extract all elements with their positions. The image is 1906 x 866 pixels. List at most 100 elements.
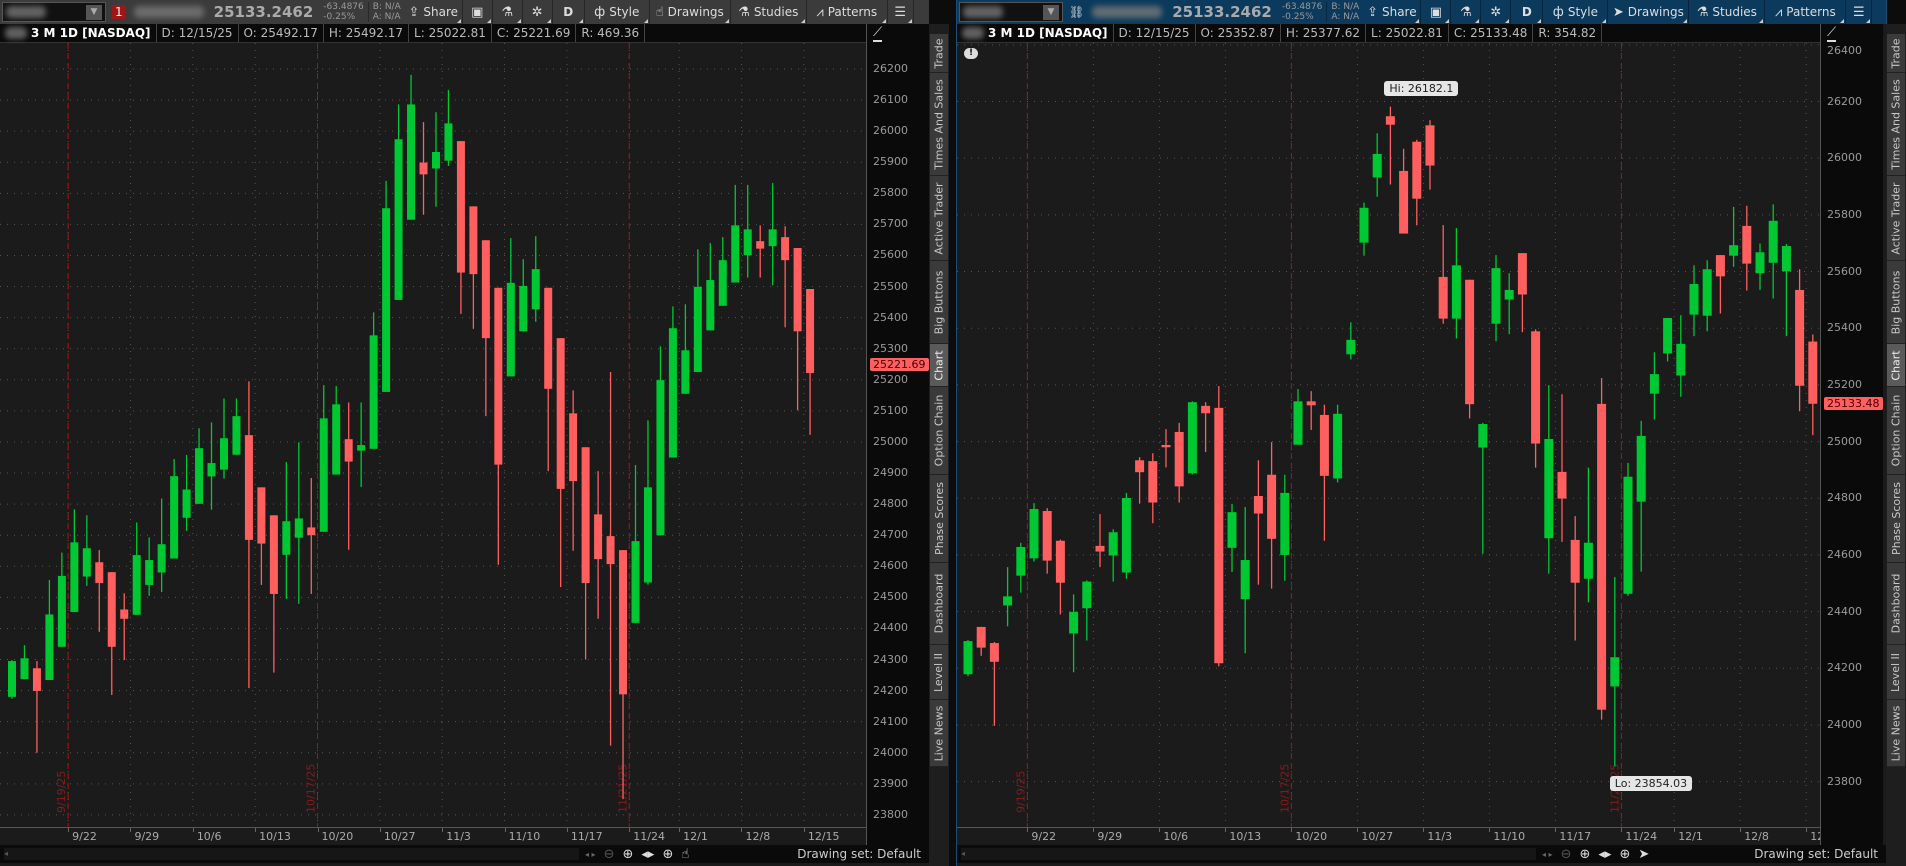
drawings-button[interactable]: ➤ Drawings [1608,0,1690,24]
drawing-set-selector[interactable]: Drawing set: Default [1754,847,1878,861]
sidebar-tab-option-chain[interactable]: Option Chain [1887,387,1905,475]
flask-button[interactable]: ⚗ [493,0,523,24]
candle[interactable] [456,141,465,314]
crosshair-icon[interactable]: ⊕ [662,846,674,862]
candle[interactable] [45,579,54,681]
studies-button[interactable]: ⚗ Studies [1689,0,1766,24]
zoom-out-icon[interactable]: ⊖ [603,846,615,862]
notes-button[interactable]: ▣ [1421,0,1452,24]
candle[interactable] [989,641,999,726]
price-chart[interactable]: 9/19/2510/17/2511/21/25 [0,43,866,827]
candle[interactable] [1069,594,1079,673]
candle[interactable] [1742,205,1752,291]
candle[interactable] [606,372,615,746]
candle[interactable] [1095,514,1105,568]
candle[interactable] [1135,457,1145,504]
candle[interactable] [706,243,715,331]
candle[interactable] [1214,386,1224,667]
candle[interactable] [282,462,291,599]
candle[interactable] [357,402,366,488]
candle[interactable] [531,236,540,322]
candle[interactable] [963,639,973,677]
candle[interactable] [1702,260,1712,332]
candle[interactable] [681,304,690,394]
studies-button[interactable]: ⚗ Studies [731,0,807,24]
crosshair-icon[interactable]: ⊕ [1619,846,1631,862]
candle[interactable] [718,237,727,306]
candle[interactable] [1570,516,1580,641]
candle[interactable] [469,206,478,329]
chart-title[interactable]: 3 M 1D [NASDAQ] [957,24,1114,42]
candle[interactable] [145,537,154,596]
candle[interactable] [1781,244,1791,337]
candle[interactable] [1280,474,1290,581]
candle[interactable] [1240,507,1250,654]
candle[interactable] [1649,352,1659,420]
candle[interactable] [1412,139,1422,226]
candle[interactable] [494,287,503,565]
style-button[interactable]: ф Style [1543,0,1609,24]
candle[interactable] [1121,492,1131,579]
hand-pointer-icon[interactable]: ☝ [681,846,690,862]
candle[interactable] [1597,378,1607,720]
sidebar-tab-chart[interactable]: Chart [1887,344,1905,387]
sidebar-tab-times-and-sales[interactable]: Times And Sales [930,73,948,176]
candle[interactable] [581,447,590,660]
candle[interactable] [319,385,328,532]
sidebar-tab-big-buttons[interactable]: Big Buttons [930,261,948,344]
zoom-out-icon[interactable]: ⊖ [1560,846,1572,862]
candle[interactable] [569,390,578,551]
candle[interactable] [1478,422,1488,554]
drawing-set-selector[interactable]: Drawing set: Default [797,847,921,861]
candle[interactable] [481,240,490,417]
candle[interactable] [1385,106,1395,185]
candle[interactable] [1610,577,1620,767]
sidebar-tab-chart[interactable]: Chart [930,344,948,387]
candle[interactable] [107,572,116,695]
candle[interactable] [631,464,640,623]
candle[interactable] [1795,269,1805,412]
candle[interactable] [382,180,391,392]
candle[interactable] [506,238,515,377]
sidebar-tab-active-trader[interactable]: Active Trader [930,176,948,261]
candle[interactable] [1293,389,1303,445]
arrow-pointer-icon[interactable]: ➤ [1638,846,1650,862]
candle[interactable] [1082,580,1092,641]
candle[interactable] [1174,422,1184,503]
candle[interactable] [182,455,191,531]
candle[interactable] [731,184,740,283]
candle[interactable] [643,420,652,585]
candle[interactable] [1689,265,1699,337]
candle[interactable] [294,442,303,604]
pan-icon[interactable]: ◂▸ [641,846,655,862]
sidebar-tab-level-ii[interactable]: Level II [1887,645,1905,700]
candle[interactable] [656,346,665,536]
candle[interactable] [756,225,765,278]
candle[interactable] [519,259,528,332]
candle[interactable] [1306,391,1316,430]
candle[interactable] [332,386,341,475]
candle[interactable] [257,487,266,585]
candle[interactable] [57,552,66,647]
candle[interactable] [195,428,204,504]
candle[interactable] [1808,334,1818,436]
sidebar-tab-trade[interactable]: Trade [1887,34,1905,73]
sidebar-tab-option-chain[interactable]: Option Chain [930,387,948,475]
candle[interactable] [1227,503,1237,572]
candle[interactable] [1491,255,1501,342]
candle[interactable] [1029,503,1039,562]
candle[interactable] [1161,429,1171,468]
candle[interactable] [556,338,565,588]
settings-button[interactable]: ✲ [1481,0,1512,24]
candle[interactable] [1359,202,1369,256]
candle[interactable] [207,422,216,510]
horizontal-scrollbar[interactable]: ◂ [961,848,1536,860]
candle[interactable] [544,287,553,472]
period-button[interactable]: D [1511,0,1544,24]
chevron-down-icon[interactable]: ▼ [1043,4,1059,20]
zoom-in-icon[interactable]: ⊕ [1579,846,1591,862]
candle[interactable] [157,498,166,593]
candle[interactable] [1055,539,1065,615]
candle[interactable] [244,381,253,689]
